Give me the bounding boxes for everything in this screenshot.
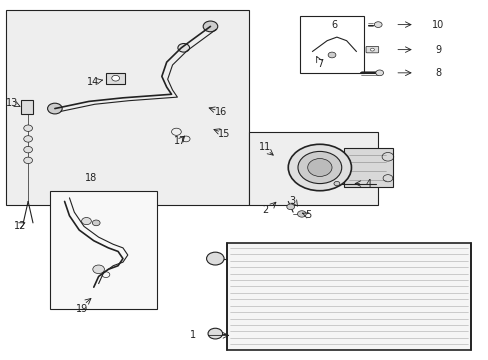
Text: 16: 16	[215, 107, 227, 117]
Circle shape	[375, 70, 383, 76]
Bar	[227, 243, 469, 350]
Circle shape	[24, 125, 32, 131]
Circle shape	[24, 147, 32, 153]
Circle shape	[287, 144, 351, 191]
Circle shape	[286, 204, 294, 210]
Circle shape	[92, 220, 100, 226]
Text: 18: 18	[85, 173, 97, 183]
Bar	[106, 73, 125, 84]
Text: 3: 3	[288, 197, 295, 206]
Text: 4: 4	[365, 179, 371, 189]
Circle shape	[327, 52, 335, 58]
FancyBboxPatch shape	[366, 46, 378, 53]
Text: 2: 2	[261, 205, 267, 215]
Circle shape	[24, 157, 32, 163]
Text: 14: 14	[86, 77, 99, 87]
Text: 12: 12	[14, 221, 26, 231]
Text: 8: 8	[434, 68, 440, 78]
Text: 11: 11	[258, 142, 270, 152]
Text: 19: 19	[75, 303, 87, 314]
Bar	[21, 100, 33, 114]
Text: 13: 13	[6, 98, 18, 108]
Circle shape	[112, 75, 119, 81]
Circle shape	[297, 211, 305, 217]
Circle shape	[297, 152, 341, 184]
Circle shape	[307, 158, 331, 176]
Circle shape	[93, 265, 104, 274]
Circle shape	[373, 22, 381, 27]
Circle shape	[370, 48, 373, 51]
Text: 15: 15	[218, 129, 230, 139]
Bar	[300, 16, 363, 73]
Text: 1: 1	[190, 330, 196, 341]
Circle shape	[81, 217, 91, 225]
Circle shape	[24, 136, 32, 142]
Circle shape	[333, 181, 339, 186]
Bar	[6, 10, 249, 205]
Text: 5: 5	[305, 210, 311, 220]
Text: 9: 9	[434, 45, 440, 55]
Circle shape	[207, 328, 222, 339]
Bar	[249, 132, 377, 205]
Text: 6: 6	[331, 19, 337, 30]
Bar	[50, 191, 157, 309]
Circle shape	[206, 252, 224, 265]
Text: 10: 10	[431, 19, 443, 30]
Circle shape	[203, 21, 217, 32]
Text: 7: 7	[316, 59, 323, 69]
Circle shape	[178, 44, 189, 52]
Circle shape	[47, 103, 62, 114]
Bar	[344, 148, 392, 187]
Text: 17: 17	[174, 136, 186, 147]
